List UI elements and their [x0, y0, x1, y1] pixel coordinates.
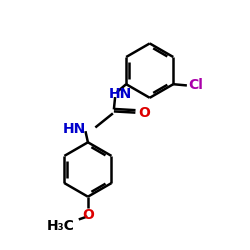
Text: Cl: Cl — [188, 78, 203, 92]
Text: HN: HN — [109, 87, 132, 101]
Text: O: O — [82, 208, 94, 222]
Text: H₃C: H₃C — [47, 219, 75, 233]
Text: HN: HN — [63, 122, 86, 136]
Text: O: O — [138, 106, 150, 120]
